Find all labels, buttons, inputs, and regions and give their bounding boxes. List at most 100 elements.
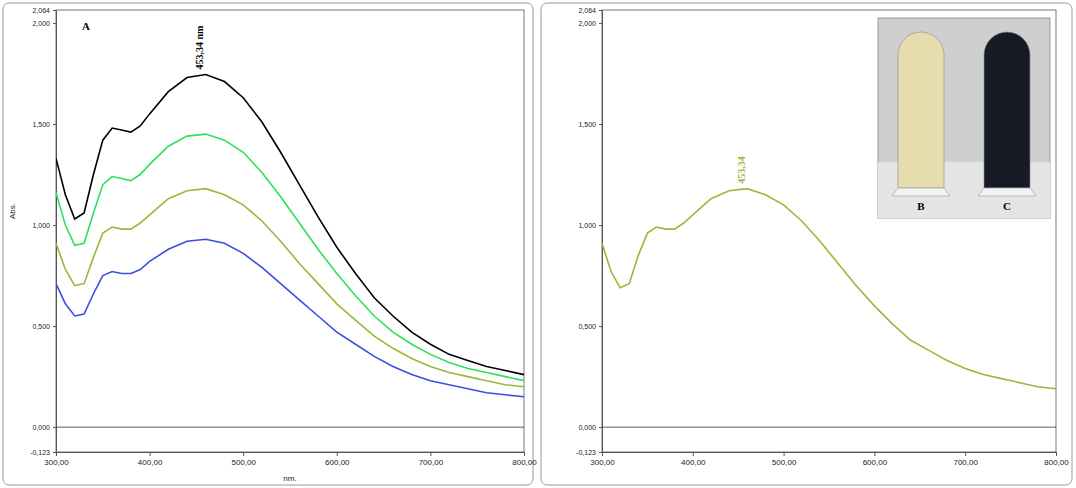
x-tick: 500,00 — [231, 452, 256, 467]
x-tick-mark — [337, 452, 338, 456]
y-tick-label: -0,123 — [30, 449, 50, 456]
tube — [898, 32, 944, 188]
x-tick: 800,00 — [512, 452, 537, 467]
x-tick-label: 400,00 — [138, 458, 163, 467]
x-tick: 400,00 — [681, 452, 706, 467]
spectrum-line — [56, 239, 524, 397]
y-tick: 0,500 — [578, 323, 602, 330]
y-axis: -0,123 0,000 0,500 1,000 1,500 2,000 2,064 — [30, 7, 56, 456]
y-tick-mark — [53, 10, 56, 11]
y-tick-label: 0,000 — [578, 424, 596, 431]
x-tick-mark — [150, 452, 151, 456]
x-tick-label: 400,00 — [681, 458, 706, 467]
inset-photo: BC — [878, 18, 1050, 218]
x-axis-title: nm. — [283, 474, 296, 483]
x-tick-mark — [602, 452, 603, 456]
spectrum-line — [56, 134, 524, 381]
x-tick: 600,00 — [863, 452, 888, 467]
panel: 300,00 400,00 500,00 600,00 700,00 800,00 -0,1… — [3, 3, 537, 485]
x-tick: 700,00 — [953, 452, 978, 467]
y-tick-label: 1,000 — [32, 222, 50, 229]
inset-background — [878, 18, 1050, 218]
y-axis-title: Abs. — [8, 203, 17, 219]
x-tick-mark — [524, 452, 525, 456]
x-tick: 600,00 — [325, 452, 350, 467]
x-tick-mark — [243, 452, 244, 456]
spectrum-line — [56, 74, 524, 374]
x-tick-label: 800,00 — [512, 458, 537, 467]
tube — [984, 32, 1030, 188]
x-tick-label: 300,00 — [44, 458, 69, 467]
y-tick-label: 2,064 — [578, 7, 596, 14]
y-tick: 0,000 — [578, 424, 602, 431]
panel-letter: A — [82, 20, 90, 32]
y-tick-mark — [53, 124, 56, 125]
x-tick: 400,00 — [138, 452, 163, 467]
x-tick-label: 800,00 — [1044, 458, 1069, 467]
y-tick-mark — [599, 326, 602, 327]
y-tick-mark — [53, 326, 56, 327]
y-tick-label: 2,064 — [32, 7, 50, 14]
y-tick: 2,000 — [578, 20, 602, 27]
y-tick-mark — [53, 452, 56, 453]
y-tick-mark — [599, 225, 602, 226]
x-tick-mark — [784, 452, 785, 456]
y-tick-label: 2,000 — [32, 20, 50, 27]
y-tick-mark — [599, 10, 602, 11]
x-tick-label: 600,00 — [863, 458, 888, 467]
y-axis: -0,1230,0000,5001,0001,5002,0002,064 — [576, 7, 602, 456]
figure: 300,00 400,00 500,00 600,00 700,00 800,00 -0,1… — [0, 0, 1076, 488]
x-axis: 300,00 400,00 500,00 600,00 700,00 800,00 — [590, 452, 1069, 467]
x-tick-mark — [874, 452, 875, 456]
y-tick: 0,000 — [32, 424, 56, 431]
inset-label: B — [917, 200, 925, 212]
plot-frame — [602, 10, 1056, 452]
y-tick: -0,123 — [576, 449, 602, 456]
y-tick-label: 2,000 — [578, 20, 596, 27]
x-tick-mark — [56, 452, 57, 456]
x-tick-label: 600,00 — [325, 458, 350, 467]
y-tick-mark — [53, 23, 56, 24]
spectrum-line — [56, 189, 524, 387]
y-tick: 2,064 — [32, 7, 56, 14]
plot-area — [56, 74, 524, 396]
peak-annotation: 453,34 — [736, 156, 747, 184]
inset-label: C — [1003, 200, 1011, 212]
panel: 300,00 400,00 500,00 600,00 700,00 800,00 -0,1… — [541, 3, 1072, 485]
y-tick-mark — [599, 23, 602, 24]
zero-line — [56, 427, 524, 428]
x-axis-line — [57, 452, 525, 453]
y-axis-line — [602, 11, 603, 453]
x-tick-mark — [965, 452, 966, 456]
y-tick: 2,000 — [32, 20, 56, 27]
y-tick-label: -0,123 — [576, 449, 596, 456]
zero-line — [602, 427, 1056, 428]
x-tick-mark — [693, 452, 694, 456]
y-tick-mark — [599, 452, 602, 453]
plot-frame — [56, 10, 524, 452]
x-tick-label: 300,00 — [590, 458, 615, 467]
y-tick: 1,000 — [32, 222, 56, 229]
y-tick-mark — [599, 124, 602, 125]
y-tick: -0,123 — [30, 449, 56, 456]
plot-area — [602, 189, 1056, 389]
y-tick: 0,500 — [32, 323, 56, 330]
x-tick: 500,00 — [772, 452, 797, 467]
y-tick-label: 0,500 — [578, 323, 596, 330]
y-tick-label: 0,000 — [32, 424, 50, 431]
y-tick-label: 0,500 — [32, 323, 50, 330]
y-tick-mark — [53, 225, 56, 226]
y-tick: 1,500 — [32, 121, 56, 128]
x-tick: 700,00 — [419, 452, 444, 467]
panel-frame — [3, 3, 533, 485]
x-axis-line — [603, 452, 1057, 453]
spectrum-line — [602, 189, 1056, 389]
peak-annotation: 453,34 nm — [194, 25, 205, 70]
panel-frame — [541, 3, 1072, 485]
y-axis-line — [56, 11, 57, 453]
x-axis: 300,00 400,00 500,00 600,00 700,00 800,00 — [44, 452, 537, 467]
x-tick-label: 700,00 — [419, 458, 444, 467]
y-tick: 2,064 — [578, 7, 602, 14]
x-tick-label: 500,00 — [772, 458, 797, 467]
x-tick-mark — [430, 452, 431, 456]
